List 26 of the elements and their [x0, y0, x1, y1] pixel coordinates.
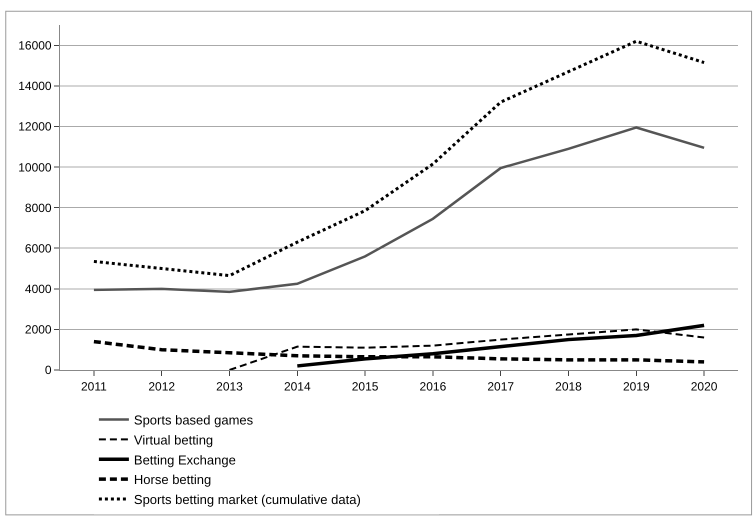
x-tick-label: 2013	[216, 379, 244, 394]
x-tick-label: 2018	[555, 379, 582, 394]
y-tick-label: 14000	[18, 79, 52, 94]
x-tick-label: 2014	[284, 379, 311, 394]
legend-label: Betting Exchange	[134, 452, 236, 468]
legend-label: Sports betting market (cumulative data)	[134, 492, 361, 508]
y-tick-label: 4000	[24, 282, 52, 296]
line-series	[92, 126, 706, 294]
x-tick-label: 2019	[622, 379, 650, 394]
x-tick-label: 2011	[80, 379, 108, 394]
legend-label: Virtual betting	[134, 432, 214, 448]
x-tick-label: 2017	[487, 379, 514, 394]
legend-label: Sports based games	[134, 412, 254, 428]
x-tick-label: 2020	[690, 379, 718, 394]
x-tick-label: 2016	[420, 379, 447, 394]
y-tick-label: 8000	[24, 200, 52, 215]
y-tick-label: 16000	[18, 38, 52, 52]
x-tick-label: 2012	[148, 379, 176, 394]
y-tick-label: 0	[44, 363, 52, 378]
x-tick-label: 2015	[352, 379, 379, 394]
line-series	[92, 40, 706, 278]
y-tick-label: 12000	[18, 120, 52, 134]
y-tick-label: 2000	[24, 322, 52, 337]
y-tick-label: 6000	[24, 241, 52, 256]
y-tick-label: 10000	[18, 160, 52, 174]
legend-label: Horse betting	[134, 472, 212, 488]
